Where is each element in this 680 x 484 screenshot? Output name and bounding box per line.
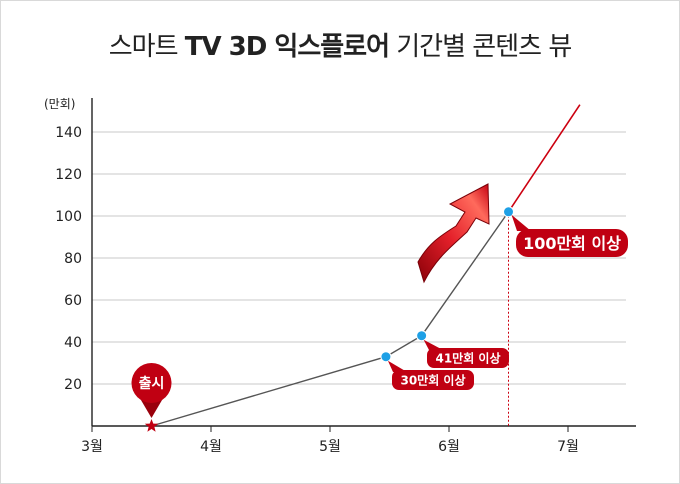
series-line [151, 211, 510, 427]
chart-title: 스마트 TV 3D 익스플로어 기간별 콘텐츠 뷰 [0, 26, 680, 63]
data-point-marker [380, 351, 392, 363]
x-tick-label: 6월 [438, 439, 460, 455]
annotation-41: 41만회 이상 [423, 339, 509, 368]
y-tick-label: 40 [64, 335, 82, 351]
y-tick-label: 20 [64, 377, 82, 393]
y-tick-label: 140 [55, 125, 82, 141]
y-tick-label: 100 [55, 209, 82, 225]
y-tick-label: 60 [64, 293, 82, 309]
x-tick-label: 5월 [319, 439, 341, 455]
title-part1: 스마트 [108, 32, 179, 62]
data-point-marker [503, 206, 514, 218]
annotation-100: 100만회 이상 [511, 214, 628, 257]
x-tick-label: 7월 [557, 439, 579, 455]
annotation-30: 30만회 이상 [387, 360, 474, 390]
launch-label: 출시 [139, 375, 165, 392]
x-tick-label: 3월 [81, 439, 103, 455]
y-axis-unit-label: (만회) [44, 97, 75, 111]
launch-pin-callout: 출시 [131, 363, 172, 418]
title-part3: 기간별 콘텐츠 뷰 [396, 32, 572, 62]
annotation-100-label: 100만회 이상 [523, 234, 621, 253]
title-part2: TV 3D 익스플로어 [184, 32, 390, 62]
y-tick-label: 80 [64, 251, 82, 267]
x-tick-label: 4월 [200, 439, 222, 455]
launch-star-marker [144, 419, 159, 432]
rising-arrow-icon [417, 183, 490, 284]
series-line-projection [507, 104, 581, 213]
annotation-41-label: 41만회 이상 [435, 350, 500, 365]
y-tick-label: 120 [55, 167, 82, 183]
data-point-marker [416, 330, 428, 342]
annotation-30-label: 30만회 이상 [400, 372, 465, 387]
